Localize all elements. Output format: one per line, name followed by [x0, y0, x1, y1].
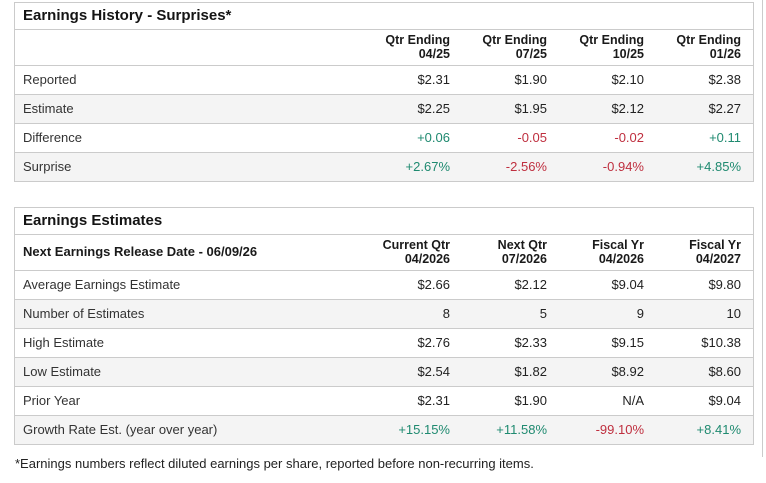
- row-label: Number of Estimates: [15, 299, 365, 329]
- earnings-history-panel: Earnings History - Surprises* Qtr Ending…: [14, 2, 754, 182]
- cell-value: $2.76: [365, 328, 462, 358]
- cell-value: $8.60: [656, 357, 753, 387]
- cell-value: +0.11: [656, 123, 753, 153]
- cell-value: $2.31: [365, 65, 462, 95]
- column-header: Current Qtr 04/2026: [382, 238, 450, 266]
- earnings-history-table: Qtr Ending 04/25 Qtr Ending 07/25 Qtr Ending…: [15, 30, 753, 181]
- cell-value: $2.38: [656, 65, 753, 95]
- cell-value: $1.90: [462, 386, 559, 416]
- release-date-label: Next Earnings Release Date - 06/09/26: [23, 244, 258, 259]
- cell-value: $2.10: [559, 65, 656, 95]
- earnings-estimates-panel: Earnings Estimates Next Earnings Release…: [14, 207, 754, 445]
- table-row: Reported $2.31 $1.90 $2.10 $2.38: [15, 65, 753, 95]
- cell-value: +11.58%: [462, 415, 559, 444]
- row-label: Estimate: [15, 94, 365, 124]
- row-label: Average Earnings Estimate: [15, 270, 365, 300]
- row-label: Prior Year: [15, 386, 365, 416]
- cell-value: +4.85%: [656, 152, 753, 181]
- column-header: Qtr Ending 07/25: [482, 33, 547, 61]
- cell-value: +8.41%: [656, 415, 753, 444]
- cell-value: -2.56%: [462, 152, 559, 181]
- earnings-footnote: *Earnings numbers reflect diluted earnin…: [15, 456, 534, 471]
- table-row: Surprise +2.67% -2.56% -0.94% +4.85%: [15, 152, 753, 181]
- column-header: Qtr Ending 04/25: [385, 33, 450, 61]
- row-label: Surprise: [15, 152, 365, 181]
- cell-value: $2.12: [559, 94, 656, 124]
- cell-value: $9.04: [656, 386, 753, 416]
- cell-value: $2.27: [656, 94, 753, 124]
- cell-value: $2.31: [365, 386, 462, 416]
- table-row: Estimate $2.25 $1.95 $2.12 $2.27: [15, 94, 753, 124]
- cell-value: $8.92: [559, 357, 656, 387]
- row-label: Difference: [15, 123, 365, 153]
- table-row: Number of Estimates 8 5 9 10: [15, 299, 753, 329]
- release-date-label: [15, 30, 365, 66]
- cell-value: $1.95: [462, 94, 559, 124]
- table-row: Low Estimate $2.54 $1.82 $8.92 $8.60: [15, 357, 753, 387]
- cell-value: $10.38: [656, 328, 753, 358]
- table-row: Growth Rate Est. (year over year) +15.15%…: [15, 415, 753, 444]
- column-header: Next Qtr 07/2026: [497, 238, 547, 266]
- table-row: High Estimate $2.76 $2.33 $9.15 $10.38: [15, 328, 753, 358]
- cell-value: N/A: [559, 386, 656, 416]
- cell-value: $2.54: [365, 357, 462, 387]
- row-label: Growth Rate Est. (year over year): [15, 415, 365, 444]
- cell-value: $9.15: [559, 328, 656, 358]
- row-label: Low Estimate: [15, 357, 365, 387]
- cell-value: 10: [656, 299, 753, 329]
- cell-value: -0.94%: [559, 152, 656, 181]
- cell-value: $2.33: [462, 328, 559, 358]
- column-header: Fiscal Yr 04/2027: [689, 238, 741, 266]
- header-row: Qtr Ending 04/25 Qtr Ending 07/25 Qtr Ending…: [15, 30, 753, 66]
- cell-value: -0.05: [462, 123, 559, 153]
- earnings-history-title: Earnings History - Surprises*: [15, 3, 753, 30]
- cell-value: 8: [365, 299, 462, 329]
- header-row: Next Earnings Release Date - 06/09/26 Cur…: [15, 235, 753, 271]
- cell-value: 5: [462, 299, 559, 329]
- table-row: Average Earnings Estimate $2.66 $2.12 $9.04…: [15, 270, 753, 300]
- cell-value: +0.06: [365, 123, 462, 153]
- earnings-estimates-title: Earnings Estimates: [15, 208, 753, 235]
- cell-value: 9: [559, 299, 656, 329]
- cell-value: $2.66: [365, 270, 462, 300]
- column-header: Fiscal Yr 04/2026: [592, 238, 644, 266]
- cell-value: -99.10%: [559, 415, 656, 444]
- column-header: Qtr Ending 01/26: [676, 33, 741, 61]
- cell-value: $2.25: [365, 94, 462, 124]
- earnings-estimates-table: Next Earnings Release Date - 06/09/26 Cur…: [15, 235, 753, 444]
- cell-value: $2.12: [462, 270, 559, 300]
- cell-value: $1.82: [462, 357, 559, 387]
- column-header: Qtr Ending 10/25: [579, 33, 644, 61]
- row-label: Reported: [15, 65, 365, 95]
- cell-value: +2.67%: [365, 152, 462, 181]
- cell-value: +15.15%: [365, 415, 462, 444]
- adjacent-panel-border: [762, 0, 763, 457]
- cell-value: -0.02: [559, 123, 656, 153]
- table-row: Difference +0.06 -0.05 -0.02 +0.11: [15, 123, 753, 153]
- cell-value: $9.04: [559, 270, 656, 300]
- cell-value: $9.80: [656, 270, 753, 300]
- table-row: Prior Year $2.31 $1.90 N/A $9.04: [15, 386, 753, 416]
- row-label: High Estimate: [15, 328, 365, 358]
- cell-value: $1.90: [462, 65, 559, 95]
